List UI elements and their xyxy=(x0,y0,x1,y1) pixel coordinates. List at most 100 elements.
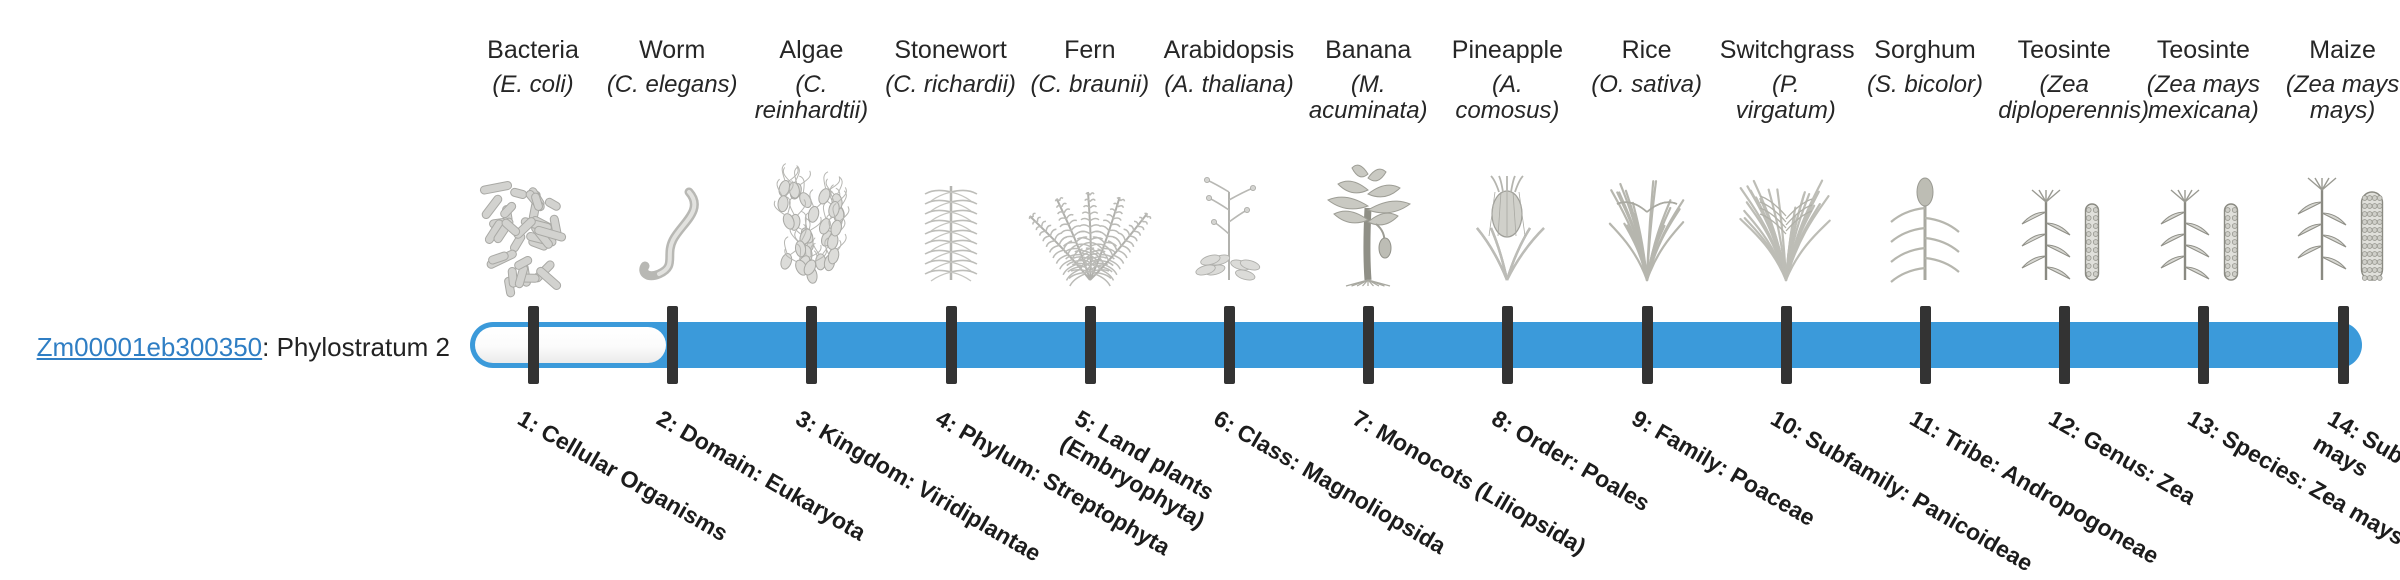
timeline-tick[interactable] xyxy=(528,306,539,384)
species-common-name: Banana xyxy=(1325,36,1412,64)
rank-number: 13: xyxy=(2183,404,2226,445)
progress-bar-unfilled-segment xyxy=(475,327,667,363)
species-scientific-name: (Zea diploperennis) xyxy=(1998,71,2149,125)
species-column: Banana (M. acuminata) xyxy=(1302,36,1434,125)
arabidopsis-illustration xyxy=(1154,172,1304,284)
phylostratum-rank-label: 3: Kingdom: Viridiplantae xyxy=(791,404,1065,579)
rank-number: 4: xyxy=(931,404,962,438)
gene-phylostratum-label: Zm00001eb300350: Phylostratum 2 xyxy=(0,332,450,363)
species-common-name: Switchgrass xyxy=(1719,36,1855,64)
banana-illustration xyxy=(1293,164,1443,287)
species-column: Bacteria (E. coli) xyxy=(467,36,599,98)
species-scientific-name: (M. acuminata) xyxy=(1308,71,1428,125)
rank-number: 8: xyxy=(1487,404,1519,438)
species-common-name: Teosinte xyxy=(2017,36,2111,64)
timeline-tick[interactable] xyxy=(945,306,957,384)
species-common-name: Rice xyxy=(1621,36,1672,64)
rank-number: 9: xyxy=(1627,404,1658,438)
timeline-tick[interactable] xyxy=(1641,306,1653,384)
rank-number: 3: xyxy=(791,404,823,438)
species-scientific-name: (Zea mays mays) xyxy=(2285,71,2400,125)
species-column: Pineapple (A. comosus) xyxy=(1441,36,1573,125)
species-column: Sorghum (S. bicolor) xyxy=(1859,36,1991,98)
species-column: Fern (C. braunii) xyxy=(1024,36,1156,98)
phylostratum-rank-label: 1: Cellular Organisms xyxy=(513,404,787,579)
species-scientific-name: (A. comosus) xyxy=(1455,71,1560,125)
pineapple-illustration xyxy=(1432,172,1582,284)
species-common-name: Arabidopsis xyxy=(1163,36,1295,64)
gene-id-link[interactable]: Zm00001eb300350 xyxy=(36,332,263,362)
timeline-tick[interactable] xyxy=(2337,306,2349,384)
species-scientific-name: (C. reinhardtii) xyxy=(754,71,869,125)
phylostratum-rank-label: 7: Monocots (Liliopsida) xyxy=(1348,404,1622,579)
rank-text: Subfamily: Panicoideae xyxy=(1800,424,2038,577)
species-scientific-name: (S. bicolor) xyxy=(1866,71,1984,98)
phylostratum-rank-label: 12: Genus: Zea xyxy=(2044,404,2318,579)
fern-illustration xyxy=(1015,172,1165,287)
species-scientific-name: (Zea mays mexicana) xyxy=(2146,71,2261,125)
species-column: Teosinte (Zea mays mexicana) xyxy=(2137,36,2269,125)
species-scientific-name: (O. sativa) xyxy=(1591,71,1702,98)
rank-number: 11: xyxy=(1905,404,1947,444)
timeline-tick[interactable] xyxy=(1224,306,1235,384)
phylostratum-rank-label: 10: Subfamily: Panicoideae xyxy=(1766,404,2040,579)
species-scientific-name: (E. coli) xyxy=(492,71,574,98)
species-column: Worm (C. elegans) xyxy=(606,36,738,98)
gene-label-separator: : xyxy=(262,332,277,362)
rank-number: 10: xyxy=(1766,404,1809,445)
timeline-tick[interactable] xyxy=(1502,306,1514,384)
species-common-name: Stonewort xyxy=(894,36,1007,64)
species-column: Maize (Zea mays mays) xyxy=(2277,36,2400,125)
rank-number: 12: xyxy=(2044,404,2087,445)
timeline-tick[interactable] xyxy=(667,306,679,384)
species-common-name: Teosinte xyxy=(2156,36,2250,64)
rank-number: 1: xyxy=(513,404,545,438)
species-common-name: Maize xyxy=(2309,36,2376,64)
phylostratum-rank-label: 2: Domain: Eukaryota xyxy=(652,404,926,579)
species-common-name: Bacteria xyxy=(487,36,579,64)
species-scientific-name: (C. elegans) xyxy=(606,71,738,98)
switchgrass-illustration xyxy=(1711,172,1861,284)
timeline-tick[interactable] xyxy=(1920,306,1931,384)
teosinte-mexicana-illustration xyxy=(2128,172,2278,284)
rank-number: 2: xyxy=(652,404,684,438)
timeline-tick[interactable] xyxy=(1363,306,1375,384)
phylostratum-value: Phylostratum 2 xyxy=(276,332,450,362)
rank-number: 7: xyxy=(1348,404,1380,438)
species-column: Teosinte (Zea diploperennis) xyxy=(1998,36,2149,125)
timeline-tick[interactable] xyxy=(1084,306,1096,384)
rank-number: 6: xyxy=(1209,404,1241,438)
species-common-name: Sorghum xyxy=(1874,36,1976,64)
timeline-tick[interactable] xyxy=(1780,306,1792,384)
species-column: Rice (O. sativa) xyxy=(1581,36,1713,98)
phylostratum-progress-bar[interactable] xyxy=(470,322,2362,368)
rank-text: Genus: Zea xyxy=(2079,424,2201,510)
teosinte-diploperennis-illustration xyxy=(1989,172,2139,284)
timeline-tick[interactable] xyxy=(2198,306,2210,384)
rice-illustration xyxy=(1572,172,1722,284)
species-common-name: Pineapple xyxy=(1451,36,1563,64)
species-column: Arabidopsis (A. thaliana) xyxy=(1163,36,1295,98)
timeline-tick[interactable] xyxy=(2059,306,2071,384)
stonewort-illustration xyxy=(876,172,1026,284)
rank-text: Kingdom: Viridiplantae xyxy=(815,418,1046,567)
phylostratum-rank-label: 8: Order: Poales xyxy=(1487,404,1761,579)
species-common-name: Worm xyxy=(639,36,706,64)
timeline-tick[interactable] xyxy=(806,306,818,384)
phylostratum-rank-label: 9: Family: Poaceae xyxy=(1626,404,1900,579)
species-common-name: Algae xyxy=(779,36,844,64)
species-column: Switchgrass (P. virgatum) xyxy=(1719,36,1855,125)
algae-illustration xyxy=(736,163,886,284)
bacteria-illustration xyxy=(458,172,608,298)
species-scientific-name: (C. braunii) xyxy=(1030,71,1150,98)
sorghum-illustration xyxy=(1850,172,2000,284)
phylostratum-rank-label: 11: Tribe: Andropogoneae xyxy=(1905,404,2179,579)
species-column: Stonewort (C. richardii) xyxy=(885,36,1017,98)
species-column: Algae (C. reinhardtii) xyxy=(745,36,877,125)
species-scientific-name: (P. virgatum) xyxy=(1735,71,1836,125)
maize-illustration xyxy=(2268,172,2400,284)
species-common-name: Fern xyxy=(1064,36,1116,64)
worm-illustration xyxy=(597,172,747,284)
species-scientific-name: (A. thaliana) xyxy=(1164,71,1294,98)
